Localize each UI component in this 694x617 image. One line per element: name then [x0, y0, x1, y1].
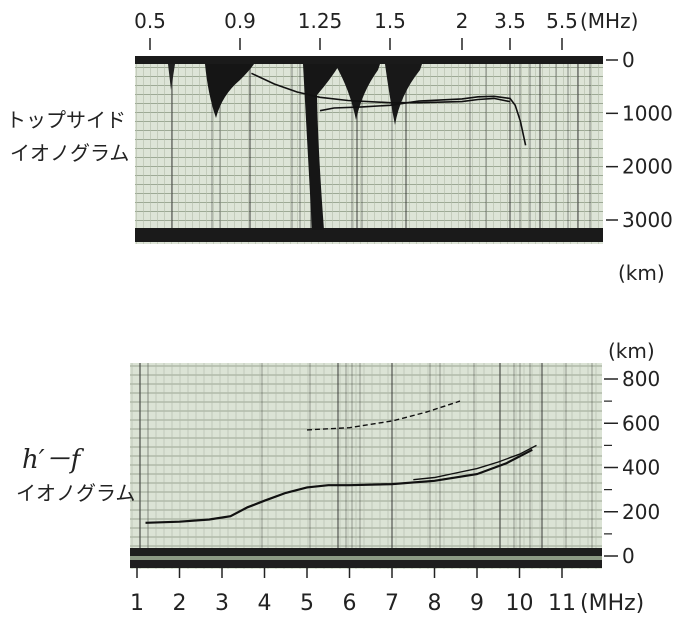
topside-dark-blob-1	[205, 64, 254, 118]
hf-y-tick-label: 0	[622, 544, 635, 568]
topside-y-tick-label: 3000	[622, 208, 673, 232]
topside-top-band	[135, 56, 603, 64]
hf-x-tick-label: 10	[506, 591, 534, 616]
hf-x-tick-label: 3	[215, 591, 229, 616]
topside-y-tick-label: 1000	[622, 101, 673, 125]
topside-x-unit: (MHz)	[580, 9, 638, 33]
hf-x-tick-label: 8	[428, 591, 442, 616]
hf-panel: 1 2 3 4 5 6 7 8 9 10 11 0 200 400 600 800 (MHz) (km) h…	[16, 339, 660, 616]
hf-y-unit: (km)	[608, 339, 655, 363]
hf-x-tick-label: 11	[548, 591, 576, 616]
topside-trace-2	[319, 95, 527, 146]
hf-bottom-band-light	[130, 556, 602, 560]
topside-panel: 0.5 0.9 1.25 1.5 2 3.5 5.5 0 1000 2000 3000 (MHz)…	[6, 9, 673, 285]
topside-trace-1	[251, 72, 511, 104]
topside-dark-blob-3	[335, 64, 380, 120]
topside-y-tick-label: 2000	[622, 155, 673, 179]
hf-y-tick-label: 200	[622, 500, 660, 524]
hf-panel-label-1: h′－f	[22, 445, 85, 475]
topside-x-tick-label: 1.5	[374, 9, 406, 33]
hf-x-tick-label: 1	[130, 591, 144, 616]
hf-x-unit: (MHz)	[580, 591, 644, 616]
hf-y-tick-label: 800	[622, 367, 660, 391]
topside-y-unit: (km)	[618, 261, 665, 285]
hf-y-tick-label: 400	[622, 456, 660, 480]
topside-x-tick-label: 5.5	[546, 9, 578, 33]
topside-dark-blob-2	[303, 64, 340, 230]
topside-dark-blob-5	[168, 64, 175, 90]
hf-panel-label-2: イオノグラム	[16, 481, 135, 505]
hf-trace-2	[413, 444, 537, 481]
hf-trace-3	[306, 400, 461, 431]
topside-dark-traces	[168, 64, 422, 230]
hf-x-tick-label: 5	[300, 591, 314, 616]
topside-dark-blob-4	[385, 64, 422, 125]
topside-x-tick-label: 1.25	[298, 9, 343, 33]
topside-panel-label-1: トップサイド	[6, 108, 126, 132]
hf-x-tick-label: 6	[343, 591, 357, 616]
hf-trace-1	[145, 448, 533, 524]
hf-x-tick-label: 7	[385, 591, 399, 616]
topside-panel-label-2: イオノグラム	[10, 141, 129, 165]
topside-x-tick-label: 0.9	[224, 9, 256, 33]
hf-x-tick-label: 9	[470, 591, 484, 616]
topside-x-tick-label: 0.5	[134, 9, 166, 33]
hf-y-tick-label: 600	[622, 411, 660, 435]
hf-x-tick-label: 2	[173, 591, 187, 616]
topside-x-tick-label: 3.5	[494, 9, 526, 33]
topside-y-tick-label: 0	[622, 48, 635, 72]
hf-x-tick-label: 4	[258, 591, 272, 616]
topside-x-tick-label: 2	[456, 9, 469, 33]
hf-plot-background	[130, 363, 602, 569]
topside-bottom-band	[135, 228, 603, 242]
